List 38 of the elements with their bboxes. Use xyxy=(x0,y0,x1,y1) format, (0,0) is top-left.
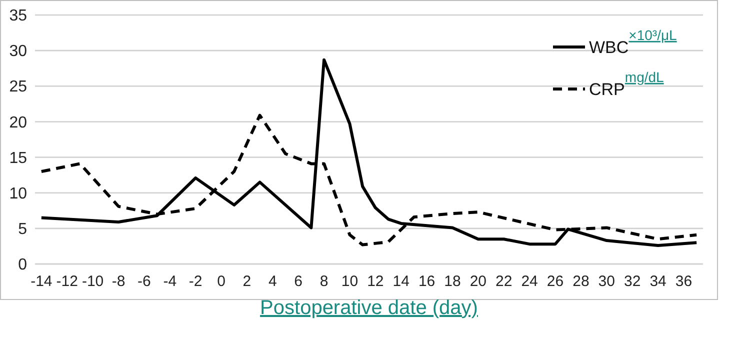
legend-label: WBC$^{×10³/μL}$ xyxy=(589,27,678,57)
y-tick-label: 30 xyxy=(9,43,28,60)
x-tick-label: -8 xyxy=(112,273,126,290)
y-tick-label: 10 xyxy=(9,185,28,202)
x-tick-label: -10 xyxy=(82,273,104,290)
y-tick-label: 5 xyxy=(18,221,28,238)
y-tick-label: 20 xyxy=(9,114,28,132)
x-tick-label: 22 xyxy=(496,273,512,290)
x-tick-label: 10 xyxy=(341,273,358,290)
x-tick-label: -12 xyxy=(56,273,78,290)
legend-label: CRP$^{mg/dL}$ xyxy=(589,69,664,99)
x-tick-label: 26 xyxy=(546,273,564,290)
x-tick-label: 24 xyxy=(521,273,538,290)
x-tick-label: 36 xyxy=(675,273,692,290)
y-tick-label: 35 xyxy=(9,8,28,25)
x-tick-label: 20 xyxy=(470,273,487,290)
x-tick-label: 32 xyxy=(624,273,641,290)
x-tick-label: 28 xyxy=(572,273,590,290)
x-tick-label: 16 xyxy=(418,273,436,290)
x-tick-label: 34 xyxy=(650,273,666,290)
x-tick-label: 6 xyxy=(294,273,303,290)
x-tick-label: -14 xyxy=(30,273,52,290)
x-tick-label: 30 xyxy=(598,273,615,290)
x-tick-label: 14 xyxy=(392,273,410,290)
x-axis-title: Postoperative date (day) xyxy=(260,297,478,319)
y-tick-label: 0 xyxy=(18,256,28,274)
x-tick-label: -4 xyxy=(163,273,177,290)
x-tick-label: 2 xyxy=(242,273,252,290)
x-tick-label: -2 xyxy=(188,273,202,290)
y-tick-label: 15 xyxy=(9,150,28,167)
x-tick-label: -6 xyxy=(138,273,151,290)
y-tick-label: 25 xyxy=(9,78,28,96)
x-tick-label: 18 xyxy=(444,273,461,290)
x-tick-label: 12 xyxy=(367,273,384,290)
x-tick-label: 4 xyxy=(268,273,277,290)
x-tick-label: 8 xyxy=(320,273,328,290)
line-series xyxy=(40,58,698,248)
x-tick-label: 0 xyxy=(217,273,226,290)
